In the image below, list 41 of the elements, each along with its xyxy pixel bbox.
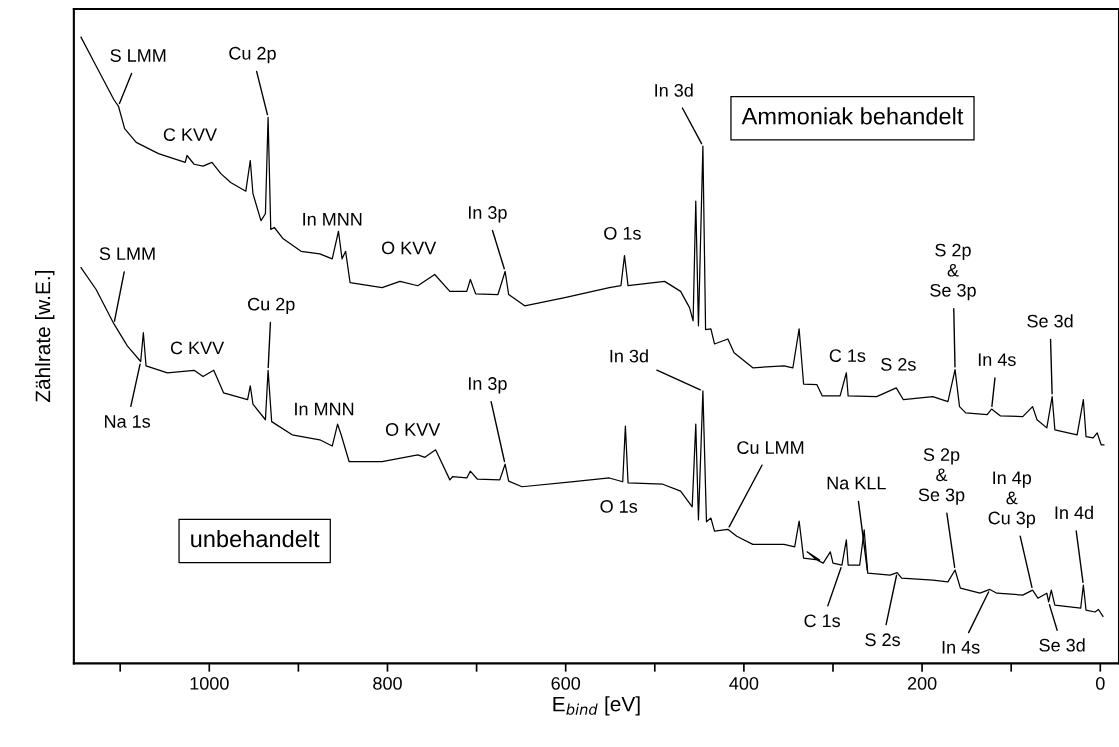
annotation: In 3p [468, 206, 507, 223]
annotation: S 2p & Se 3p [918, 448, 965, 505]
annotation: O 1s [604, 226, 641, 240]
annotation: S 2p & Se 3p [930, 243, 976, 301]
annotation: Se 3d [1027, 314, 1073, 328]
annotation: Na 1s [105, 415, 151, 428]
annotation: Cu 2p [248, 297, 295, 315]
legend-label: Ammoniak behandelt [741, 107, 964, 125]
annotation: S LMM [99, 247, 155, 261]
annotation: In MNN [295, 402, 354, 416]
annotation: In MNN [303, 213, 362, 226]
annotation: C 1s [829, 349, 866, 362]
annotation: C KVV [163, 128, 217, 141]
y-axis-title: Zählrate [w.E.] [34, 271, 55, 403]
annotation: C 1s [804, 614, 841, 628]
x-tick-label: 600 [551, 677, 581, 690]
x-tick-label: 400 [729, 677, 759, 690]
annotation: In 3p [468, 377, 507, 394]
annotation: In 4d [1055, 505, 1093, 520]
annotation: S 2s [865, 633, 900, 647]
annotation: In 3d [655, 83, 693, 97]
annotation: In 4p & Cu 3p [988, 471, 1036, 528]
x-axis-title: E$_{bind}$ [eV] [553, 696, 640, 716]
x-tick-label: 0 [1095, 677, 1105, 690]
x-tick-label: 200 [907, 677, 937, 690]
annotation: In 4s [942, 641, 980, 654]
annotation: S LMM [110, 49, 166, 62]
text: unbehandelt [191, 529, 320, 548]
annotation: O 1s [600, 500, 638, 513]
x-tick-label: 800 [373, 677, 402, 690]
annotation: Cu LMM [737, 441, 804, 454]
annotation: In 3d [610, 349, 648, 363]
annotation: O KVV [385, 423, 441, 436]
annotation: S 2s [881, 358, 916, 371]
annotation: Na KLL [827, 476, 886, 490]
annotation: Se 3d [1039, 638, 1085, 652]
annotation: C KVV [170, 341, 225, 355]
annotation: In 4s [978, 353, 1016, 367]
annotation: O KVV [381, 241, 437, 255]
x-tick-label: 1000 [190, 677, 229, 690]
annotation: Cu 2p [229, 46, 276, 64]
